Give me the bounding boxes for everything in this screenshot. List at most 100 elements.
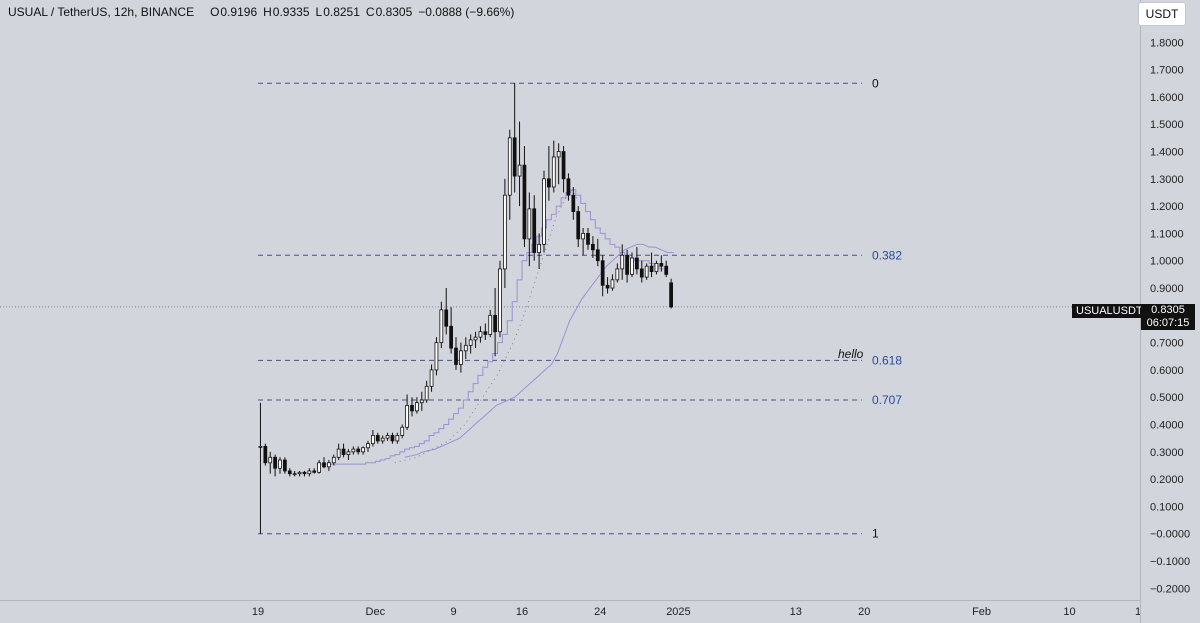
candle-body xyxy=(331,456,336,464)
close-value: 0.8305 xyxy=(375,5,413,19)
last-price-value: 0.8305 xyxy=(1151,304,1185,316)
candle-body xyxy=(434,342,439,371)
fibonacci-retracement: 0 0.382 0.618 0.707 1 xyxy=(258,76,902,541)
candle-body xyxy=(630,257,634,275)
candle-body xyxy=(517,164,522,177)
candle-body xyxy=(356,448,361,453)
y-tick-label: 0.3000 xyxy=(1150,447,1184,459)
candle-body xyxy=(375,435,380,442)
time-axis-divider xyxy=(0,600,1140,601)
candle-body xyxy=(522,164,527,240)
x-tick-label: Feb xyxy=(972,606,991,618)
candle-body xyxy=(591,243,595,251)
fib-level-label: 0.707 xyxy=(872,393,902,407)
candle-body xyxy=(258,445,263,448)
candle-body xyxy=(361,447,365,453)
candle-body xyxy=(263,445,268,464)
candle-body xyxy=(312,470,317,473)
fib-level-label: 0.618 xyxy=(872,353,902,367)
low-value: 0.8251 xyxy=(323,5,360,19)
candle-body xyxy=(327,462,331,468)
candle-body xyxy=(463,344,468,352)
y-tick-label: 0.5000 xyxy=(1150,392,1184,404)
candle-body xyxy=(512,137,517,177)
y-tick-label: 1.8000 xyxy=(1150,37,1184,49)
candle-body xyxy=(581,233,585,240)
candle-body xyxy=(419,399,424,404)
candle-body xyxy=(473,336,478,341)
candle-body xyxy=(556,151,561,158)
candle-body xyxy=(415,402,419,412)
candle-body xyxy=(449,325,453,349)
x-tick-label: 13 xyxy=(790,606,802,618)
y-tick-label: 0.2000 xyxy=(1150,474,1184,486)
candle-body xyxy=(537,243,541,253)
candle-body xyxy=(503,194,507,270)
x-tick-label: 2025 xyxy=(666,606,690,618)
x-tick-label: 10 xyxy=(1063,606,1075,618)
fib-level-label: 1 xyxy=(872,527,879,541)
candle-body xyxy=(659,263,664,267)
x-tick-label: Dec xyxy=(366,606,386,618)
currency-button[interactable]: USDT xyxy=(1138,2,1186,26)
high-key: H xyxy=(263,5,272,19)
candle-body xyxy=(371,435,375,445)
candle-body xyxy=(635,257,639,270)
candle-body xyxy=(283,459,287,472)
candle-body xyxy=(351,448,356,453)
y-tick-label: −0.2000 xyxy=(1150,583,1190,595)
candle-body xyxy=(390,435,395,442)
last-price-symbol-tag: USUALUSDT xyxy=(1072,304,1147,318)
y-tick-label: 1.0000 xyxy=(1150,256,1184,268)
candle-body xyxy=(366,443,370,449)
candle-body xyxy=(639,268,644,278)
fib-level-label: 0.382 xyxy=(872,248,902,262)
candle-body xyxy=(664,265,669,275)
candle-body xyxy=(307,470,312,475)
open-value: 0.9196 xyxy=(220,5,258,19)
symbol-title[interactable]: USUAL / TetherUS, 12h, BINANCE xyxy=(8,5,195,19)
time-axis: 19 Dec 9 16 24 2025 13 20 Feb 10 1 xyxy=(252,606,1141,618)
candle-countdown: 06:07:15 xyxy=(1146,317,1190,329)
x-tick-label: 20 xyxy=(858,606,870,618)
candle-body xyxy=(336,448,341,458)
low-key: L xyxy=(315,5,323,19)
candle-body xyxy=(566,178,571,196)
y-tick-label: 1.5000 xyxy=(1150,119,1184,131)
y-tick-label: −0.0000 xyxy=(1150,529,1190,541)
y-tick-label: 1.6000 xyxy=(1150,92,1184,104)
change-value: −0.0888 (−9.66%) xyxy=(418,5,515,19)
close-key: C xyxy=(365,5,375,19)
candle-body xyxy=(610,279,615,289)
candle-body xyxy=(483,331,488,335)
candle-body xyxy=(600,260,605,286)
candle-body xyxy=(410,405,414,412)
candle-body xyxy=(380,437,385,442)
ma-dotted-line xyxy=(394,188,579,464)
candle-body xyxy=(302,471,307,475)
candle-body xyxy=(654,263,659,273)
ma-step-line xyxy=(316,189,664,465)
candle-body xyxy=(439,309,444,344)
candle-body xyxy=(278,459,282,469)
annotation-text[interactable]: hello xyxy=(838,347,864,361)
candle-body xyxy=(488,314,493,335)
candle-body xyxy=(297,471,302,475)
ma-slow-line xyxy=(404,243,674,458)
y-tick-label: 1.3000 xyxy=(1150,174,1184,186)
candle-body xyxy=(444,309,449,327)
price-axis: 1.8000 1.7000 1.6000 1.5000 1.4000 1.3000 1.20… xyxy=(1150,37,1190,595)
candle-body xyxy=(424,385,429,401)
candle-body xyxy=(669,282,673,308)
candle-body xyxy=(385,435,390,439)
candle-body xyxy=(346,451,351,455)
candle-body xyxy=(468,339,473,346)
candle-body xyxy=(620,254,625,270)
candle-body xyxy=(571,194,576,212)
candle-body xyxy=(595,249,600,262)
x-tick-label: 9 xyxy=(450,606,456,618)
candle-body xyxy=(459,350,463,365)
x-tick-label: 1 xyxy=(1135,606,1141,618)
candle-body xyxy=(649,265,654,273)
